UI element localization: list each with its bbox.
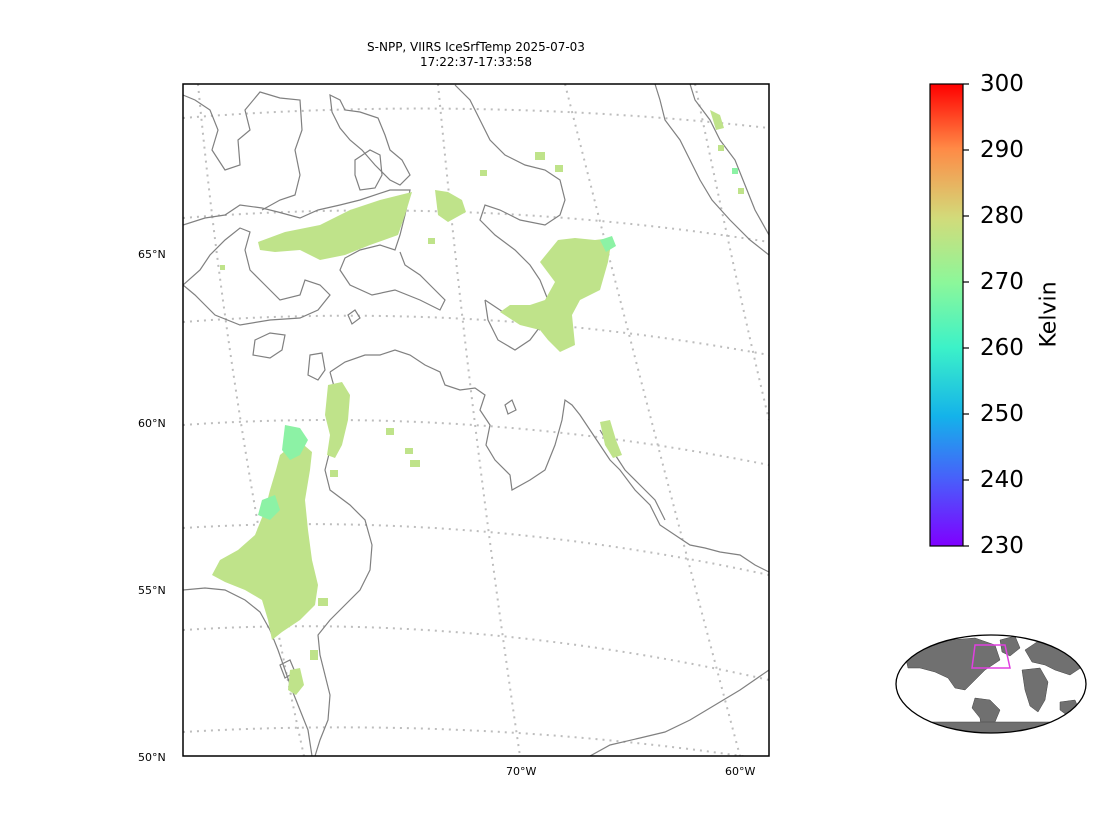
- ice-temp-pixel: [480, 170, 487, 176]
- coast-hudson-west: [183, 587, 313, 756]
- coast-island-south: [307, 352, 326, 381]
- colorbar-tick-marks: [963, 83, 969, 547]
- graticule-lon-line: [564, 84, 741, 756]
- ice-temp-patch-baffin-strait: [435, 190, 466, 222]
- coast-island-southampton: [252, 332, 286, 359]
- coast-island-north: [329, 93, 411, 186]
- colorbar-tick-label: 270: [980, 269, 1024, 295]
- ice-temp-patch-labrador: [600, 420, 622, 458]
- coast-foxe: [183, 227, 331, 326]
- ice-temp-pixel: [405, 448, 413, 454]
- ice-temp-pixel: [732, 168, 738, 174]
- colorbar-tick-label: 240: [980, 467, 1024, 493]
- ice-temp-pixel: [738, 188, 744, 194]
- coast-baffin-north: [183, 91, 303, 211]
- colorbar-axis-label: Kelvin: [1036, 281, 1062, 348]
- inset-globe: [895, 634, 1087, 734]
- ice-temp-patch-james-bay: [288, 668, 304, 695]
- ice-temp-pixel: [535, 152, 545, 160]
- lat-label: 55°N: [138, 584, 166, 597]
- map-frame: [182, 83, 770, 757]
- map-title-line1: S-NPP, VIIRS IceSrfTemp 2025-07-03: [367, 40, 585, 54]
- lon-label: 60°W: [725, 765, 756, 778]
- coast-baffin-south: [183, 189, 446, 311]
- graticule-lat-line: [183, 523, 769, 576]
- ice-temp-pixel: [428, 238, 435, 244]
- coast-greenland-inner: [689, 84, 769, 236]
- colorbar-tick-label: 280: [980, 203, 1024, 229]
- colorbar-tick-label: 230: [980, 533, 1024, 559]
- ice-temp-data: [212, 110, 744, 695]
- coast-ungava: [329, 349, 769, 573]
- coast-greenland-west: [654, 84, 769, 256]
- ice-temp-pixel: [718, 145, 724, 151]
- ice-temp-pixel: [310, 650, 318, 660]
- ice-temp-patch-cumberland-cool: [600, 236, 616, 252]
- coast-baffin-east: [454, 84, 566, 351]
- coast-island-small: [354, 149, 383, 191]
- coastlines: [183, 84, 769, 756]
- inset-extent-box: [971, 644, 1011, 669]
- coast-islet-1: [347, 309, 361, 325]
- ice-temp-pixel: [220, 265, 225, 270]
- colorbar-tick-label: 250: [980, 401, 1024, 427]
- map-panel: [183, 84, 769, 756]
- colorbar-tick-label: 260: [980, 335, 1024, 361]
- graticule-lat-line: [183, 419, 769, 466]
- colorbar-tick-label: 300: [980, 71, 1024, 97]
- ice-temp-pixel: [555, 165, 563, 172]
- colorbar-tick-label: 290: [980, 137, 1024, 163]
- colorbar-gradient: [929, 83, 964, 547]
- ice-temp-pixel: [386, 428, 394, 435]
- inset-globe-outline: [895, 634, 1087, 734]
- ice-temp-patch-hudson-bay: [212, 440, 318, 640]
- ice-temp-patch-greenland: [710, 110, 724, 130]
- graticule-lat-line: [183, 625, 769, 681]
- ice-temp-patch-foxe-channel: [258, 192, 412, 260]
- inset-antarctica: [899, 721, 1086, 733]
- graticule-lat-line: [183, 314, 769, 356]
- ice-temp-patch-cumberland-sound: [500, 238, 612, 352]
- graticule-lon-line: [437, 84, 521, 756]
- graticule-lon-line: [694, 84, 769, 421]
- coast-newfoundland: [589, 669, 769, 756]
- ice-temp-patch-hudson-bay-cool: [282, 425, 308, 460]
- ice-temp-patch-hudson-bay-cool-2: [258, 495, 280, 520]
- graticule-lat-line: [183, 726, 749, 756]
- lat-label: 60°N: [138, 417, 166, 430]
- ice-temp-patch-hudson-strait: [325, 382, 350, 458]
- lat-label: 50°N: [138, 751, 166, 764]
- inset-north-america: [904, 637, 1001, 691]
- ice-temp-pixel: [330, 470, 338, 477]
- coast-islet-2: [504, 399, 517, 415]
- ice-temp-pixel: [410, 460, 420, 467]
- ice-temp-pixel: [318, 598, 328, 606]
- graticule: [183, 84, 769, 756]
- lon-label: 70°W: [506, 765, 537, 778]
- map-title-line2: 17:22:37-17:33:58: [419, 55, 533, 69]
- inset-africa: [1021, 667, 1049, 713]
- lat-label: 65°N: [138, 248, 166, 261]
